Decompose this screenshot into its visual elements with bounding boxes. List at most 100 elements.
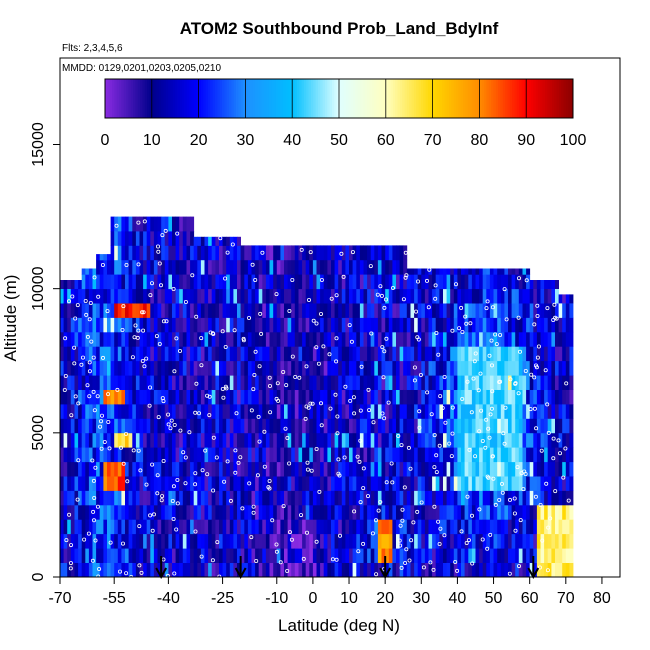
heatmap-cell: [273, 389, 278, 405]
heatmap-cell: [229, 562, 234, 577]
heatmap-cell: [197, 346, 202, 362]
x-tick-label: 40: [449, 590, 467, 607]
heatmap-cell: [388, 490, 393, 506]
heatmap-cell: [551, 360, 556, 376]
sample-marker: [274, 542, 279, 547]
heatmap-cell: [316, 504, 321, 520]
sample-marker: [545, 568, 550, 573]
heatmap-cell: [117, 231, 122, 246]
heatmap-cell: [464, 476, 469, 491]
sample-marker: [376, 508, 381, 513]
heatmap-cell: [139, 231, 144, 246]
heatmap-cell: [363, 288, 368, 304]
heatmap-cell: [331, 404, 335, 419]
heatmap-cell: [518, 317, 523, 333]
colorbar-segment: [289, 79, 293, 118]
colorbar-segment: [537, 79, 541, 118]
heatmap-cell: [356, 432, 361, 448]
heatmap-cell: [504, 346, 509, 362]
heatmap-cell: [446, 548, 451, 563]
heatmap-cell: [526, 268, 531, 275]
heatmap-cell: [262, 389, 267, 405]
heatmap-cell: [107, 317, 111, 333]
heatmap-cell: [500, 389, 505, 405]
sample-marker: [327, 352, 332, 357]
heatmap-cell: [475, 317, 480, 333]
heatmap-cell: [338, 490, 343, 506]
heatmap-cell: [356, 476, 361, 491]
heatmap-cell: [287, 418, 292, 434]
heatmap-cell: [193, 389, 198, 405]
heatmap-cell: [497, 548, 502, 563]
heatmap-cell: [446, 360, 451, 376]
heatmap-cell: [262, 533, 267, 549]
heatmap-cell: [132, 418, 137, 434]
colorbar-segment: [156, 79, 160, 118]
heatmap-cell: [406, 404, 411, 419]
heatmap-cell: [302, 562, 307, 577]
plot-frame: [59, 57, 621, 578]
heatmap-cell: [60, 389, 64, 405]
sample-marker: [147, 403, 152, 408]
sample-marker: [87, 394, 92, 399]
heatmap-cell: [381, 476, 386, 491]
sample-marker: [87, 360, 92, 365]
sample-marker: [166, 412, 171, 417]
heatmap-cell: [96, 461, 101, 477]
colorbar-segment: [418, 79, 422, 118]
heatmap-cell: [323, 274, 328, 290]
heatmap-cell: [316, 259, 321, 275]
heatmap-cell: [443, 331, 447, 347]
heatmap-cell: [327, 360, 332, 376]
heatmap-cell: [334, 519, 339, 535]
heatmap-cell: [522, 346, 527, 362]
heatmap-cell: [125, 245, 129, 261]
heatmap-cell: [338, 562, 343, 577]
heatmap-cell: [78, 490, 83, 506]
heatmap-cell: [475, 389, 480, 405]
heatmap-cell: [334, 533, 339, 549]
heatmap-cell: [461, 490, 465, 506]
heatmap-cell: [150, 447, 155, 463]
heatmap-cell: [439, 490, 444, 506]
colorbar-segment: [341, 79, 345, 118]
sample-marker: [171, 286, 176, 291]
heatmap-cell: [168, 404, 173, 419]
heatmap-cell: [240, 432, 245, 448]
heatmap-cell: [110, 461, 115, 477]
heatmap-cell: [99, 254, 104, 261]
sample-marker: [70, 294, 75, 299]
sample-marker: [493, 502, 498, 507]
sample-marker: [515, 465, 520, 470]
heatmap-cell: [464, 461, 469, 477]
x-tick-label: 30: [412, 590, 430, 607]
heatmap-cell: [345, 418, 350, 434]
heatmap-cell: [164, 360, 169, 376]
heatmap-cell: [349, 548, 353, 563]
sample-marker: [434, 470, 439, 475]
sample-marker: [91, 389, 96, 394]
heatmap-cell: [294, 259, 299, 275]
sample-marker: [64, 538, 69, 543]
heatmap-cell: [406, 268, 411, 275]
heatmap-cell: [226, 548, 231, 563]
heatmap-cell: [356, 274, 361, 290]
sample-marker: [90, 458, 95, 463]
heatmap-cell: [457, 317, 462, 333]
heatmap-cell: [114, 562, 119, 577]
heatmap-cell: [197, 432, 202, 448]
colorbar-segment: [105, 79, 108, 118]
sample-marker: [523, 368, 528, 373]
heatmap-cell: [153, 231, 158, 246]
heatmap-cell: [78, 280, 83, 289]
heatmap-cell: [226, 519, 231, 535]
sample-marker: [252, 372, 257, 377]
heatmap-cell: [121, 418, 126, 434]
heatmap-cell: [450, 562, 455, 577]
heatmap-cell: [114, 432, 119, 448]
heatmap-cell: [461, 476, 465, 491]
heatmap-cell: [536, 490, 541, 506]
colorbar-segment: [137, 79, 141, 118]
sample-marker: [81, 355, 86, 360]
sample-marker: [522, 469, 527, 474]
